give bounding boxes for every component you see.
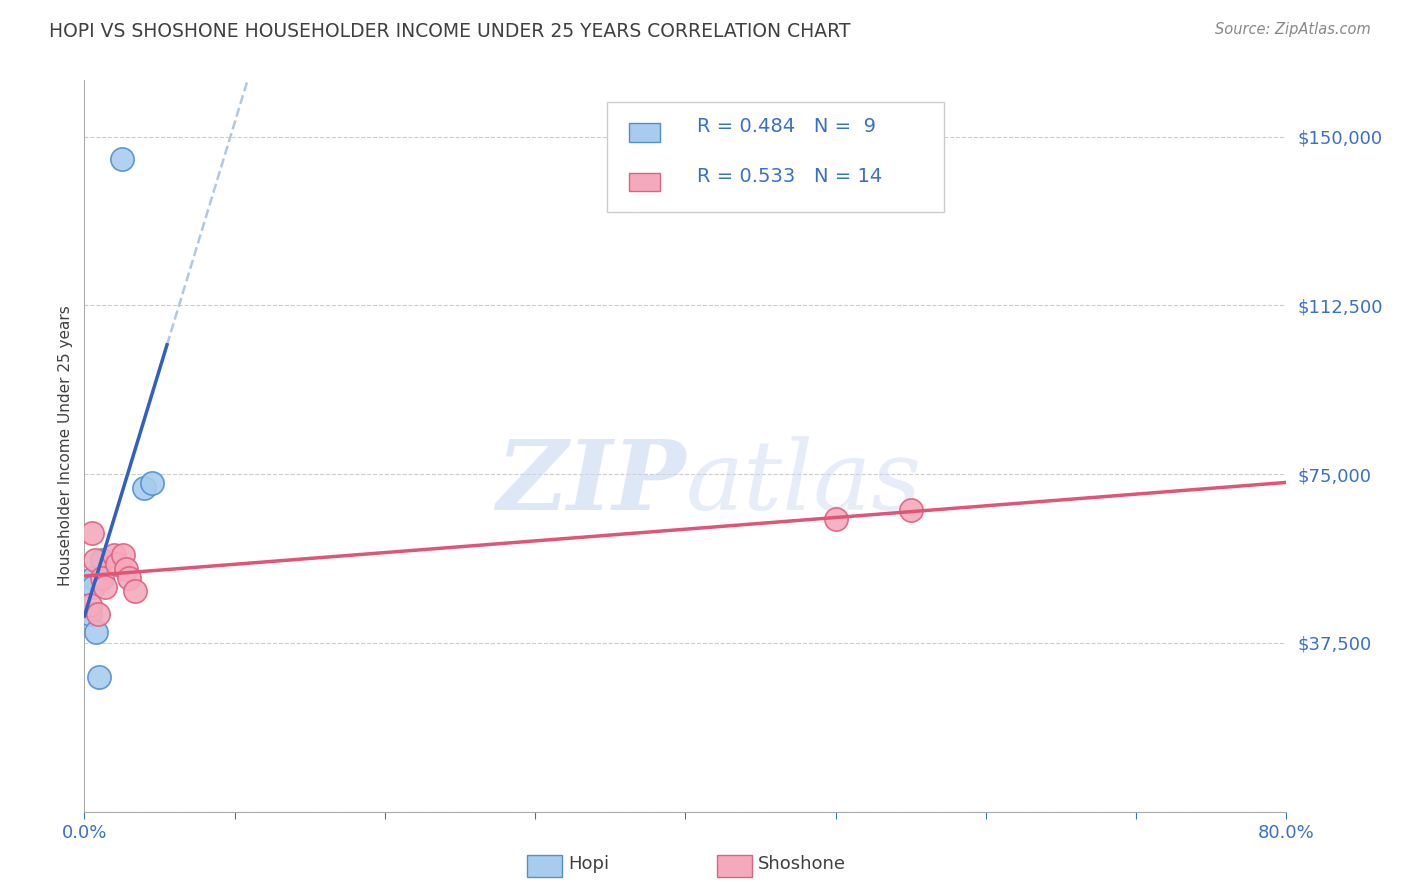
Point	[112, 548, 135, 562]
Point	[111, 152, 134, 166]
Point	[82, 580, 104, 594]
Bar	[628, 123, 659, 142]
Point	[824, 512, 846, 526]
Point	[87, 607, 110, 621]
Point	[115, 562, 138, 576]
Point	[86, 624, 108, 639]
Text: Hopi: Hopi	[568, 855, 609, 873]
Y-axis label: Householder Income Under 25 years: Householder Income Under 25 years	[58, 306, 73, 586]
Point	[89, 670, 111, 684]
Point	[79, 607, 101, 621]
Point	[79, 598, 101, 612]
Point	[103, 548, 125, 562]
Point	[124, 584, 146, 599]
Point	[91, 571, 114, 585]
Bar	[628, 173, 659, 192]
Text: HOPI VS SHOSHONE HOUSEHOLDER INCOME UNDER 25 YEARS CORRELATION CHART: HOPI VS SHOSHONE HOUSEHOLDER INCOME UNDE…	[49, 22, 851, 41]
Text: atlas: atlas	[686, 435, 921, 530]
Bar	[717, 855, 752, 877]
Point	[83, 552, 105, 566]
Point	[134, 481, 156, 495]
Text: Source: ZipAtlas.com: Source: ZipAtlas.com	[1215, 22, 1371, 37]
Bar	[527, 855, 562, 877]
FancyBboxPatch shape	[607, 103, 943, 212]
Point	[91, 552, 114, 566]
Point	[82, 571, 104, 585]
Text: R = 0.533   N = 14: R = 0.533 N = 14	[697, 167, 883, 186]
Point	[900, 503, 922, 517]
Point	[118, 571, 141, 585]
Point	[94, 580, 117, 594]
Point	[80, 525, 103, 540]
Point	[107, 557, 129, 571]
Text: Shoshone: Shoshone	[758, 855, 846, 873]
Text: ZIP: ZIP	[496, 435, 686, 530]
Point	[141, 476, 163, 491]
Text: R = 0.484   N =  9: R = 0.484 N = 9	[697, 117, 876, 136]
